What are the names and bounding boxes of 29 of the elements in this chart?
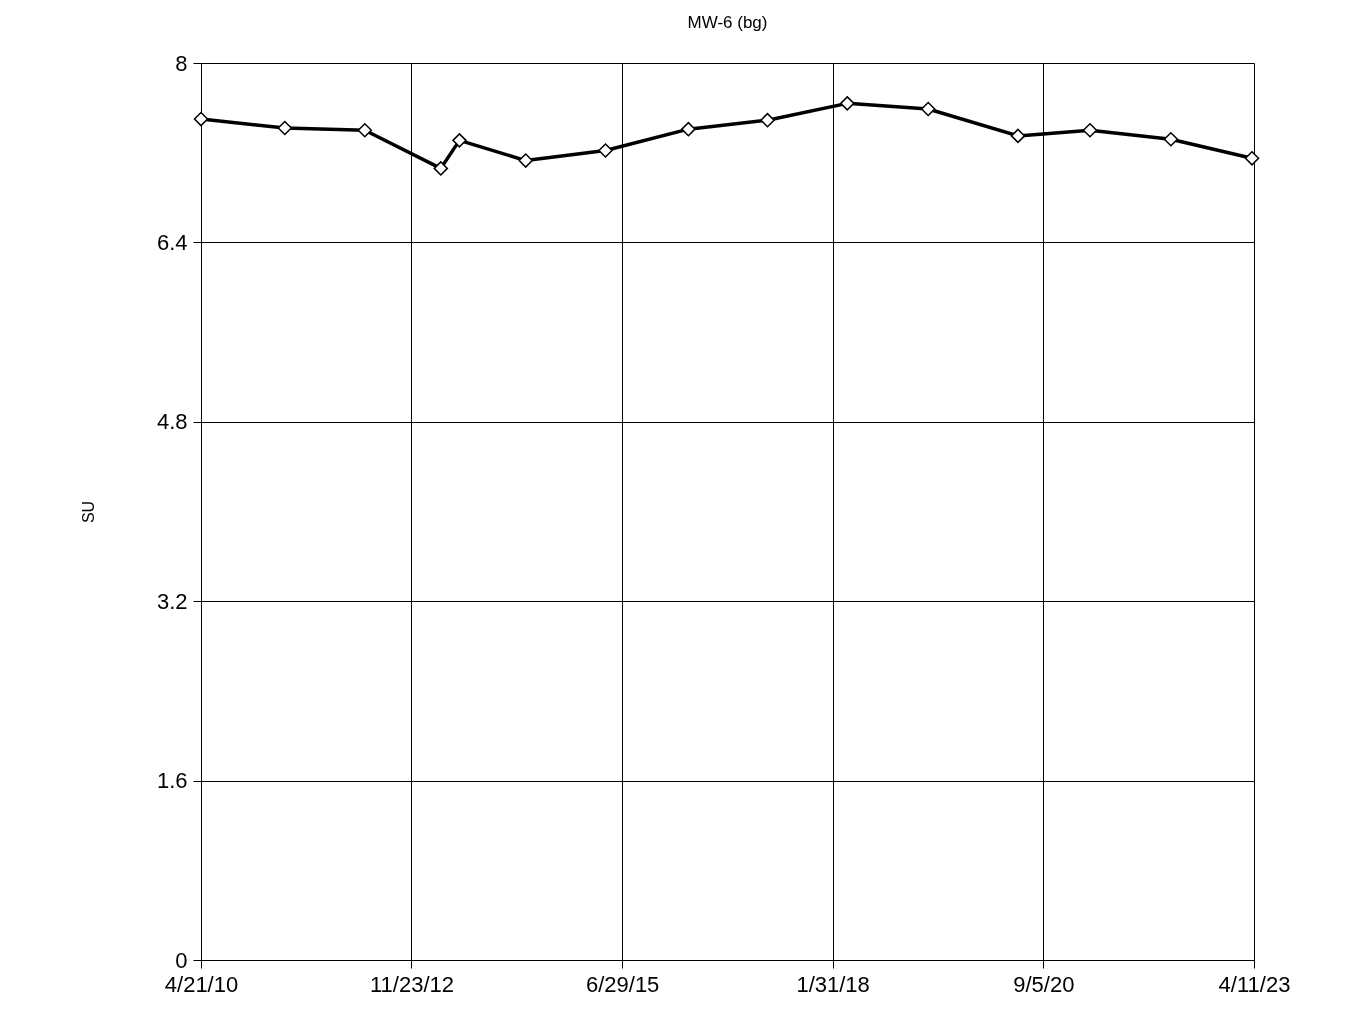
point	[681, 121, 696, 137]
point	[1244, 151, 1260, 166]
point	[598, 143, 613, 158]
x-tick-label: 4/11/23	[1218, 971, 1291, 997]
point	[193, 111, 209, 127]
point	[1163, 131, 1179, 147]
point	[452, 133, 467, 148]
y-tick-label: 1.6	[156, 768, 188, 794]
chart-title: MW-6 (bg)	[687, 13, 768, 32]
y-tick-label: 3.2	[156, 588, 188, 614]
y-tick-label: 6.4	[156, 229, 188, 255]
point	[277, 120, 293, 136]
x-tick-label: 4/21/10	[164, 971, 239, 997]
point	[920, 101, 936, 117]
point	[433, 161, 449, 176]
point	[518, 153, 533, 168]
x-tick-label: 1/31/18	[796, 971, 870, 997]
y-axis-title: SU	[79, 500, 97, 524]
x-tick-label: 11/23/12	[369, 971, 454, 997]
point	[1082, 123, 1098, 138]
y-tick-label: 4.8	[156, 409, 188, 435]
point	[1010, 128, 1026, 144]
y-tick-label: 8	[175, 50, 188, 76]
y-tick-label: 0	[175, 947, 188, 973]
point	[760, 112, 775, 128]
point	[357, 123, 373, 138]
x-tick-label: 6/29/15	[585, 971, 660, 997]
point	[840, 96, 855, 111]
x-tick-label: 9/5/20	[1013, 971, 1075, 997]
